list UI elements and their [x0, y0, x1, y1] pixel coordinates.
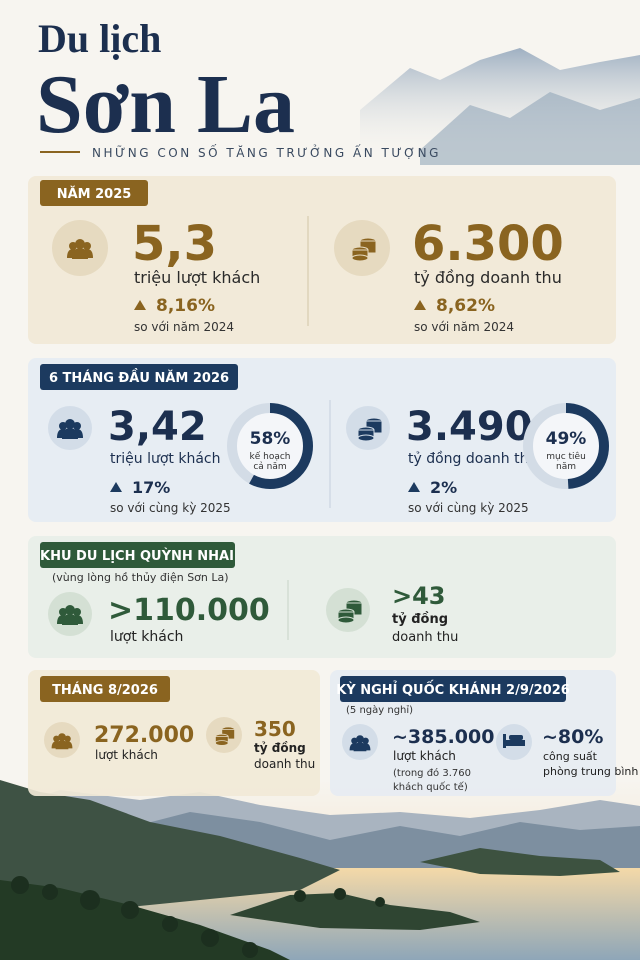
up-arrow [408, 482, 420, 492]
section-national-day: KỲ NGHỈ QUỐC KHÁNH 2/9/2026 (5 ngày nghỉ… [330, 670, 638, 796]
donut-arc [227, 403, 313, 489]
unit: tỷ đồng [254, 741, 306, 755]
tag: KHU DU LỊCH QUỲNH NHAI [40, 548, 234, 564]
tag: NĂM 2025 [57, 186, 132, 202]
section-august-2026: THÁNG 8/2026 272.000 lượt khách 350 tỷ đ… [28, 670, 320, 796]
unit: công suất [543, 750, 598, 763]
donut-label: 58% [250, 429, 291, 449]
top-mountains [360, 48, 640, 165]
value: 5,3 [132, 216, 217, 272]
growth: 8,16% [156, 296, 215, 316]
value: 6.300 [412, 216, 564, 272]
value: ~80% [542, 726, 603, 748]
note: (vùng lòng hồ thủy điện Sơn La) [52, 571, 229, 584]
donut-caption: kế hoạch [250, 451, 291, 462]
donut-caption: mục tiêu [546, 451, 586, 462]
compare: so với năm 2024 [134, 320, 234, 334]
note: (5 ngày nghỉ) [346, 704, 413, 716]
value: >110.000 [108, 593, 270, 628]
unit: tỷ đồng doanh thu [414, 268, 562, 287]
card [28, 176, 616, 344]
tag-bg [340, 676, 566, 702]
unit: lượt khách [95, 748, 158, 762]
up-arrow [134, 300, 146, 310]
card [28, 358, 616, 522]
value: 350 [254, 717, 296, 741]
donut-arc [523, 403, 609, 489]
tag: THÁNG 8/2026 [52, 682, 158, 698]
unit: tỷ đồng doanh thu [408, 450, 537, 467]
unit: lượt khách [110, 629, 183, 645]
title-line1: Du lịch [38, 16, 161, 61]
unit: tỷ đồng [392, 612, 448, 627]
compare: so với cùng kỳ 2025 [408, 501, 529, 515]
tag-bg [40, 364, 238, 390]
value: 3.490 [406, 404, 533, 450]
tag-bg [40, 180, 148, 206]
value: >43 [392, 582, 446, 610]
unit: doanh thu [392, 630, 458, 645]
donut-caption: cả năm [253, 461, 286, 472]
detail: khách quốc tế) [393, 781, 468, 793]
detail: (trong đó 3.760 [393, 767, 471, 779]
tag-bg [40, 542, 235, 568]
unit: doanh thu [254, 757, 315, 771]
donut-caption: năm [556, 462, 576, 472]
compare: so với năm 2024 [414, 320, 514, 334]
bed-icon [503, 734, 525, 748]
donut-label: 49% [546, 429, 587, 449]
bottom-landscape [0, 780, 640, 960]
section-quynh-nhai: KHU DU LỊCH QUỲNH NHAI (vùng lòng hồ thủ… [28, 536, 616, 658]
tag: KỲ NGHỈ QUỐC KHÁNH 2/9/2026 [336, 680, 570, 698]
tag: 6 THÁNG ĐẦU NĂM 2026 [49, 368, 229, 386]
value: 272.000 [94, 723, 194, 748]
title-line2: Sơn La [36, 58, 295, 151]
subtitle: NHỮNG CON SỐ TĂNG TRƯỞNG ẤN TƯỢNG [92, 144, 441, 160]
growth: 8,62% [436, 296, 495, 316]
unit: triệu lượt khách [110, 451, 220, 467]
value: ~385.000 [392, 726, 494, 748]
tag-bg [40, 676, 170, 702]
growth: 2% [430, 478, 457, 497]
compare: so với cùng kỳ 2025 [110, 501, 231, 515]
section-2025: NĂM 2025 5,3 triệu lượt khách 8,16% so v… [28, 176, 616, 344]
unit: triệu lượt khách [134, 268, 260, 287]
value: 3,42 [108, 404, 207, 450]
section-h1-2026: 6 THÁNG ĐẦU NĂM 2026 3,42 triệu lượt khá… [28, 358, 616, 522]
unit: lượt khách [393, 749, 456, 763]
unit: phòng trung bình [543, 765, 638, 778]
up-arrow [414, 300, 426, 310]
up-arrow [110, 482, 122, 492]
growth: 17% [132, 478, 170, 497]
